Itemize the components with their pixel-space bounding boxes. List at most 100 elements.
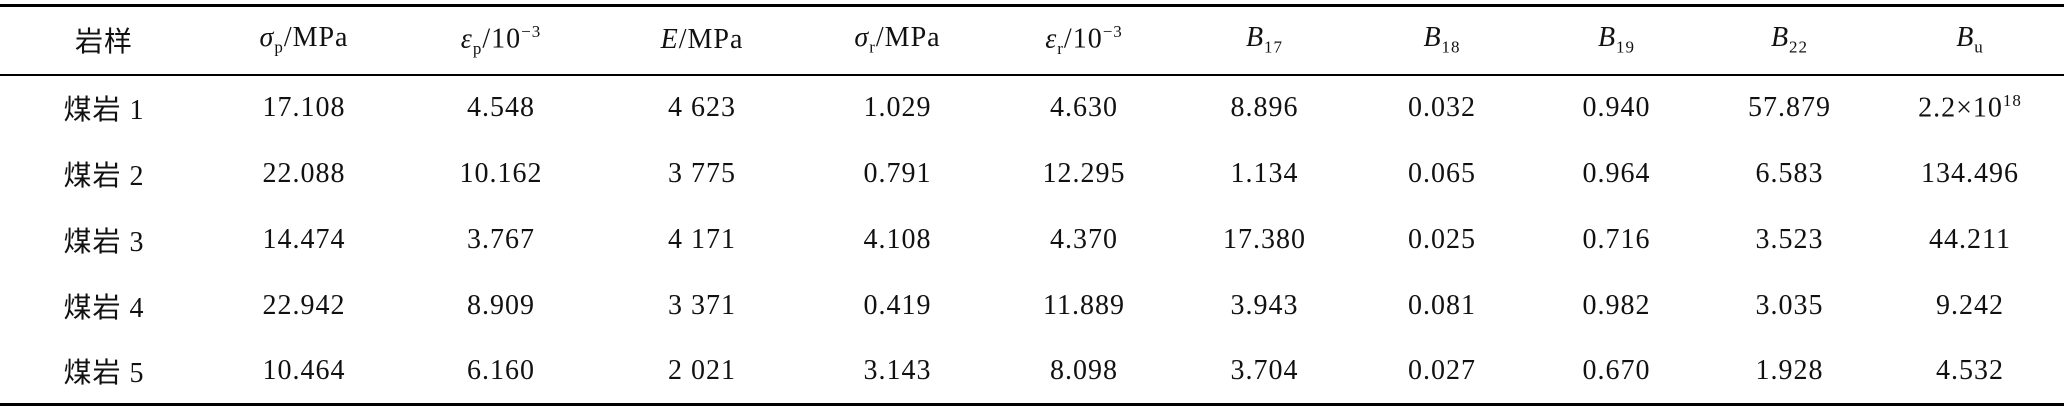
subscript: 18 [1441, 38, 1461, 58]
table-row: 煤岩 3 14.474 3.767 4 171 4.108 4.370 17.380 0.02… [0, 207, 2064, 273]
table-cell: 11.889 [1043, 289, 1125, 321]
table-cell: 57.879 [1748, 92, 1831, 123]
row-label: 煤岩 3 [63, 226, 145, 258]
table-body: 煤岩 1 17.108 4.548 4 623 1.029 4.630 8.896 0.032… [0, 75, 2064, 405]
table-cell: 10.464 [262, 354, 346, 386]
table-cell: 2.2×1018 [1876, 75, 2064, 141]
table-cell: 1.134 [1230, 157, 1299, 189]
table-cell: 14.474 [262, 223, 346, 255]
header-cell: σp/MPa [208, 6, 400, 75]
subscript: r [869, 38, 876, 58]
subscript: p [274, 38, 284, 58]
table-cell: 0.419 [863, 289, 932, 321]
table-cell: 4.532 [1936, 354, 2004, 386]
table-cell: 4.548 [467, 92, 535, 123]
symbol: B [1770, 22, 1790, 54]
table-cell: 3.704 [1230, 354, 1299, 386]
header-cell: σr/MPa [802, 6, 993, 75]
symbol: B [1956, 22, 1975, 54]
table-cell: 12.295 [1042, 157, 1126, 189]
table-cell: 17.108 [262, 92, 346, 123]
symbol: B [1245, 22, 1265, 54]
table-cell: 4 623 [668, 92, 736, 123]
value: 2.2×10 [1918, 92, 2003, 124]
superscript: 18 [2002, 91, 2022, 111]
table-cell: 2 021 [668, 354, 736, 386]
header-row: 岩样 σp/MPa εp/10−3 E/MPa σr/MPa εr/10−3 B17 B18 B… [0, 5, 2064, 75]
table-cell: 3 371 [668, 289, 736, 321]
symbol: B [1597, 22, 1617, 54]
header-cell: B22 [1703, 6, 1876, 75]
table-row: 煤岩 4 22.942 8.909 3 371 0.419 11.889 3.943 0.08… [0, 273, 2064, 339]
table-cell: 3.767 [467, 223, 535, 255]
table-cell: 8.909 [467, 289, 535, 321]
table-cell: 3.943 [1230, 289, 1299, 321]
unit: /MPa [283, 22, 349, 54]
row-label: 煤岩 1 [63, 95, 145, 126]
table-row: 煤岩 2 22.088 10.162 3 775 0.791 12.295 1.134 0.0… [0, 141, 2064, 207]
symbol: ε [1045, 23, 1058, 55]
header-cell: B17 [1175, 6, 1354, 75]
subscript: r [1057, 38, 1064, 58]
row-label: 煤岩 5 [63, 357, 145, 389]
table-cell: 22.942 [262, 289, 346, 321]
row-label: 煤岩 2 [63, 160, 145, 192]
table-cell: 4.108 [863, 223, 932, 255]
symbol: E [660, 24, 679, 56]
table-cell: 8.896 [1230, 92, 1299, 123]
table-cell: 0.964 [1582, 157, 1651, 189]
subscript: 19 [1616, 38, 1636, 58]
unit: /MPa [875, 22, 941, 54]
table-cell: 22.088 [262, 157, 346, 189]
table-cell: 4 171 [668, 223, 736, 255]
table-cell: 0.065 [1408, 157, 1476, 189]
table-cell: 6.160 [467, 354, 535, 386]
table-cell: 9.242 [1936, 289, 2004, 321]
unit: /MPa [678, 24, 744, 56]
table-cell: 0.940 [1582, 92, 1651, 123]
table-cell: 0.025 [1408, 223, 1476, 255]
subscript: p [472, 38, 483, 58]
table-row: 煤岩 1 17.108 4.548 4 623 1.029 4.630 8.896 0.032… [0, 75, 2064, 141]
header-cell: εr/10−3 [993, 6, 1175, 75]
table-cell: 3.035 [1755, 289, 1824, 321]
table-cell: 1.029 [863, 92, 932, 123]
header-cell: εp/10−3 [400, 6, 602, 75]
table-cell: 1.928 [1755, 354, 1824, 386]
table-cell: 3.143 [863, 354, 932, 386]
table-cell: 4.630 [1050, 92, 1118, 123]
table-cell: 3 775 [668, 157, 736, 189]
table-cell: 0.982 [1582, 289, 1651, 321]
symbol: B [1423, 22, 1442, 54]
table-cell: 0.081 [1408, 289, 1476, 321]
table-cell: 0.027 [1408, 354, 1476, 386]
subscript: u [1974, 38, 1984, 58]
table-cell: 10.162 [459, 157, 543, 189]
unit: /10 [1063, 23, 1103, 55]
superscript: −3 [1102, 21, 1123, 41]
table-cell: 8.098 [1050, 354, 1118, 386]
subscript: 22 [1789, 38, 1809, 58]
symbol: ε [460, 23, 473, 55]
header-cell: 岩样 [74, 27, 133, 59]
table-header: 岩样 σp/MPa εp/10−3 E/MPa σr/MPa εr/10−3 B17 B18 B… [0, 5, 2064, 75]
symbol: σ [854, 22, 870, 54]
table-cell: 0.032 [1408, 92, 1476, 123]
subscript: 17 [1264, 38, 1284, 58]
table-cell: 134.496 [1921, 157, 2019, 189]
header-cell: Bu [1876, 6, 2064, 75]
table-cell: 4.370 [1050, 223, 1118, 255]
table-row: 煤岩 5 10.464 6.160 2 021 3.143 8.098 3.704 0.027… [0, 339, 2064, 405]
table-cell: 0.716 [1582, 223, 1651, 255]
table-cell: 6.583 [1755, 157, 1824, 189]
symbol: σ [259, 22, 275, 54]
unit: /10 [482, 23, 522, 55]
header-cell: E/MPa [602, 6, 802, 75]
table-cell: 0.670 [1582, 354, 1651, 386]
table-cell: 0.791 [863, 157, 932, 189]
header-cell: B18 [1354, 6, 1530, 75]
header-cell: B19 [1530, 6, 1703, 75]
row-label: 煤岩 4 [63, 292, 145, 324]
table-cell: 17.380 [1223, 223, 1306, 255]
